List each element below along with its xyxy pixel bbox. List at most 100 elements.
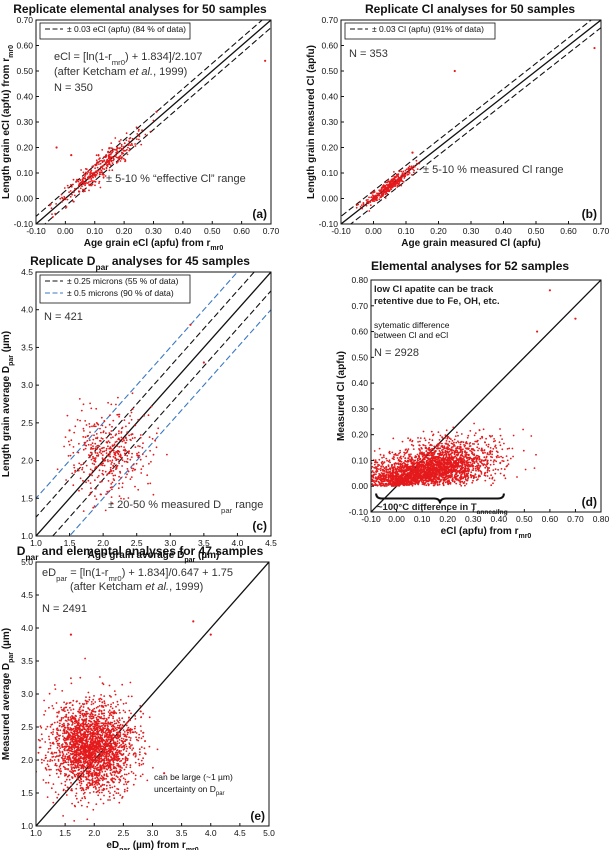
data-point xyxy=(114,474,117,477)
data-point xyxy=(106,165,109,168)
data-point xyxy=(96,465,99,468)
data-point xyxy=(367,200,370,203)
data-point xyxy=(440,466,443,469)
data-point xyxy=(452,461,455,464)
data-point xyxy=(377,465,379,468)
data-point xyxy=(101,462,104,465)
data-point xyxy=(264,59,267,62)
x-tick-label: 0.70 xyxy=(567,514,584,524)
data-point xyxy=(105,787,108,790)
legend: ± 0.25 microns (55 % of data)± 0.5 micro… xyxy=(39,274,191,304)
x-tick-label: 4.0 xyxy=(232,538,244,548)
data-point xyxy=(383,456,385,458)
data-point xyxy=(61,708,63,711)
data-point xyxy=(107,159,110,162)
data-point xyxy=(117,396,119,399)
data-point xyxy=(79,710,82,713)
data-point xyxy=(463,473,466,476)
data-point xyxy=(444,434,447,437)
data-point xyxy=(43,713,45,716)
data-point xyxy=(385,191,388,194)
data-point xyxy=(321,468,323,470)
data-point xyxy=(102,164,105,167)
data-point xyxy=(430,430,433,433)
data-point xyxy=(460,467,463,469)
data-point xyxy=(533,467,536,469)
data-point xyxy=(104,175,107,177)
data-point xyxy=(384,197,387,199)
data-point xyxy=(396,182,399,185)
y-tick-label: 3.0 xyxy=(21,380,33,390)
data-point xyxy=(140,472,143,474)
data-point xyxy=(127,772,130,775)
data-point xyxy=(364,477,366,479)
y-tick-label: 0.30 xyxy=(321,117,338,127)
data-point xyxy=(125,439,128,441)
data-point xyxy=(436,474,439,476)
data-point xyxy=(126,787,129,790)
data-point xyxy=(412,469,415,472)
data-point xyxy=(412,466,415,469)
data-point xyxy=(536,330,539,333)
data-point xyxy=(491,450,494,453)
data-point xyxy=(120,145,123,148)
data-point xyxy=(466,462,469,465)
data-point xyxy=(82,448,85,451)
data-point xyxy=(378,468,380,470)
data-point xyxy=(95,163,98,166)
data-point xyxy=(141,446,144,449)
data-point xyxy=(433,460,436,463)
data-point xyxy=(383,190,386,193)
data-point xyxy=(85,171,87,174)
data-point xyxy=(468,465,471,468)
data-point xyxy=(130,476,133,478)
data-point xyxy=(381,463,384,466)
data-point xyxy=(429,451,432,454)
data-point xyxy=(136,133,139,135)
data-point xyxy=(128,736,131,739)
data-point xyxy=(367,471,369,473)
data-point xyxy=(431,454,434,457)
data-point xyxy=(118,432,120,435)
y-tick-label: -0.10 xyxy=(14,219,34,229)
data-point xyxy=(111,425,113,428)
data-point xyxy=(111,444,114,447)
data-point xyxy=(422,480,425,482)
data-point xyxy=(91,462,94,465)
data-point xyxy=(466,473,468,476)
data-point xyxy=(52,801,55,804)
data-point xyxy=(438,444,440,446)
data-point xyxy=(460,474,462,476)
data-point xyxy=(152,453,155,456)
data-point xyxy=(87,170,89,173)
data-point xyxy=(92,725,95,728)
data-point xyxy=(344,449,346,451)
data-point xyxy=(369,204,372,207)
data-point xyxy=(392,475,394,478)
data-point xyxy=(118,475,120,478)
data-point xyxy=(385,457,388,460)
y-tick-label: 0.70 xyxy=(16,15,33,25)
data-point xyxy=(400,467,403,470)
data-point xyxy=(432,434,434,437)
data-point xyxy=(107,157,110,160)
y-tick-label: 0.00 xyxy=(321,194,338,204)
data-point xyxy=(131,452,134,455)
data-point xyxy=(131,437,134,440)
data-point xyxy=(403,472,406,474)
data-point xyxy=(427,448,430,451)
data-point xyxy=(397,458,400,461)
offset-line xyxy=(43,26,271,224)
y-tick-label: 0.10 xyxy=(16,168,33,178)
data-point xyxy=(52,216,54,218)
data-point xyxy=(399,449,401,452)
data-point xyxy=(355,468,357,470)
data-point xyxy=(453,460,455,462)
data-point xyxy=(499,434,502,437)
data-point xyxy=(70,154,73,157)
data-point xyxy=(377,463,379,466)
data-point xyxy=(419,437,422,439)
data-point xyxy=(374,476,377,479)
data-point xyxy=(105,432,107,434)
data-point xyxy=(382,194,385,196)
